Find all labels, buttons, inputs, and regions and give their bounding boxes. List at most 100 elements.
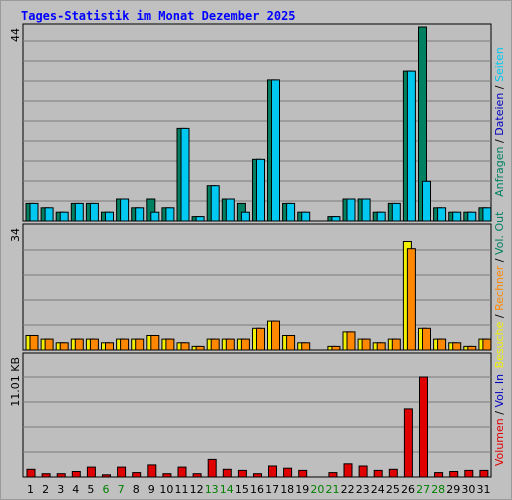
bar-rechner-day-22 — [346, 331, 356, 351]
bar-rechner-day-19 — [301, 342, 311, 351]
x-tick-day-19: 19 — [295, 483, 309, 496]
bar-rechner-day-1 — [29, 335, 39, 351]
bar-dateien-day-17 — [271, 79, 280, 222]
bar-rechner-day-9 — [150, 335, 160, 351]
x-tick-day-21: 21 — [326, 483, 340, 496]
bar-rechner-day-27 — [422, 327, 431, 351]
bar-rechner-day-24 — [376, 342, 386, 351]
legend-item: Dateien — [493, 93, 506, 136]
bar-volumen-day-15 — [237, 469, 247, 478]
bar-dateien-day-2 — [44, 207, 54, 222]
bar-dateien-day-10 — [165, 207, 175, 222]
legend-item: / — [493, 408, 506, 419]
x-tick-day-18: 18 — [280, 483, 294, 496]
bar-rechner-day-25 — [391, 338, 401, 351]
bar-volumen-day-13 — [207, 458, 217, 478]
bar-rechner-day-3 — [59, 342, 69, 351]
bar-volumen-day-16 — [253, 473, 262, 478]
x-tick-day-27: 27 — [416, 483, 430, 496]
bar-volumen-day-25 — [388, 468, 398, 478]
bar-dateien-day-21 — [331, 216, 341, 222]
legend-item: / — [493, 311, 506, 322]
bar-rechner-day-11 — [180, 342, 190, 351]
bar-rechner-day-2 — [44, 338, 54, 351]
bar-volumen-day-3 — [56, 473, 66, 478]
bar-volumen-day-12 — [192, 473, 202, 478]
bar-volumen-day-10 — [162, 473, 172, 478]
x-tick-day-2: 2 — [42, 483, 49, 496]
bar-dateien-day-7 — [120, 198, 130, 222]
bar-rechner-day-15 — [240, 338, 250, 351]
x-tick-day-3: 3 — [57, 483, 64, 496]
bar-volumen-day-1 — [26, 468, 36, 478]
x-tick-day-16: 16 — [250, 483, 264, 496]
x-tick-day-25: 25 — [386, 483, 400, 496]
bar-volumen-day-23 — [358, 465, 368, 478]
bar-rechner-day-28 — [437, 338, 447, 351]
bar-dateien-day-8 — [135, 207, 145, 222]
panel-bottom: 11.01 KB Volumen / Vol. In — [9, 352, 506, 478]
bar-volumen-day-27 — [419, 376, 428, 478]
legend-item: Rechner — [493, 265, 506, 311]
bar-volumen-day-9 — [147, 464, 157, 478]
bar-dateien-day-5 — [89, 202, 99, 222]
x-tick-day-1: 1 — [27, 483, 34, 496]
x-tick-day-14: 14 — [220, 483, 234, 496]
x-tick-day-26: 26 — [401, 483, 415, 496]
bar-dateien-day-9 — [150, 211, 160, 222]
bar-rechner-day-26 — [406, 248, 416, 351]
bar-volumen-day-14 — [222, 468, 232, 478]
x-tick-day-10: 10 — [159, 483, 173, 496]
legend-item: / — [493, 136, 506, 147]
bar-volumen-day-8 — [132, 472, 142, 478]
bar-dateien-day-27 — [422, 180, 431, 222]
legend-item: Anfragen — [493, 146, 506, 196]
x-tick-day-28: 28 — [431, 483, 445, 496]
bar-rechner-day-4 — [74, 338, 84, 351]
bar-volumen-day-6 — [102, 474, 111, 478]
bar-dateien-day-13 — [210, 185, 220, 222]
x-tick-day-4: 4 — [72, 483, 79, 496]
bar-volumen-day-2 — [41, 473, 51, 478]
bar-volumen-day-18 — [283, 467, 293, 478]
y-max-label: 11.01 KB — [9, 357, 22, 407]
bar-dateien-day-15 — [240, 211, 250, 222]
bar-dateien-day-25 — [391, 202, 401, 222]
x-tick-day-29: 29 — [446, 483, 460, 496]
bar-dateien-day-24 — [376, 211, 386, 222]
legend-item: Seiten — [493, 47, 506, 82]
bar-rechner-day-18 — [286, 335, 296, 351]
bar-dateien-day-31 — [482, 207, 492, 222]
x-tick-day-20: 20 — [310, 483, 324, 496]
bar-volumen-day-31 — [479, 469, 489, 478]
legend-item: Besuche — [493, 321, 506, 368]
bar-dateien-day-30 — [467, 211, 477, 222]
bar-dateien-day-26 — [406, 70, 416, 222]
x-tick-day-30: 30 — [461, 483, 475, 496]
bar-dateien-day-29 — [452, 211, 462, 222]
x-tick-day-31: 31 — [477, 483, 491, 496]
bar-rechner-day-23 — [361, 338, 371, 351]
bar-volumen-day-19 — [298, 469, 308, 478]
chart-title: Tages-Statistik im Monat Dezember 2025 — [21, 9, 296, 23]
bar-rechner-day-14 — [225, 338, 235, 351]
bar-rechner-day-8 — [135, 338, 145, 351]
bar-dateien-day-16 — [256, 158, 265, 222]
panel-middle: 34 Besuche / Rechner / Vol. Out — [9, 211, 506, 369]
x-tick-day-24: 24 — [371, 483, 385, 496]
bar-rechner-day-12 — [195, 345, 205, 351]
bar-rechner-day-30 — [467, 345, 477, 351]
bar-dateien-day-18 — [286, 202, 296, 222]
x-tick-day-6: 6 — [103, 483, 110, 496]
legend-item: / — [493, 255, 506, 266]
bar-dateien-day-14 — [225, 198, 235, 222]
bar-rechner-day-31 — [482, 338, 492, 351]
x-tick-day-15: 15 — [235, 483, 249, 496]
x-tick-day-11: 11 — [175, 483, 189, 496]
bar-rechner-day-5 — [89, 338, 99, 351]
x-tick-day-17: 17 — [265, 483, 279, 496]
bar-volumen-day-17 — [268, 465, 277, 478]
x-tick-day-9: 9 — [148, 483, 155, 496]
x-tick-day-23: 23 — [356, 483, 370, 496]
